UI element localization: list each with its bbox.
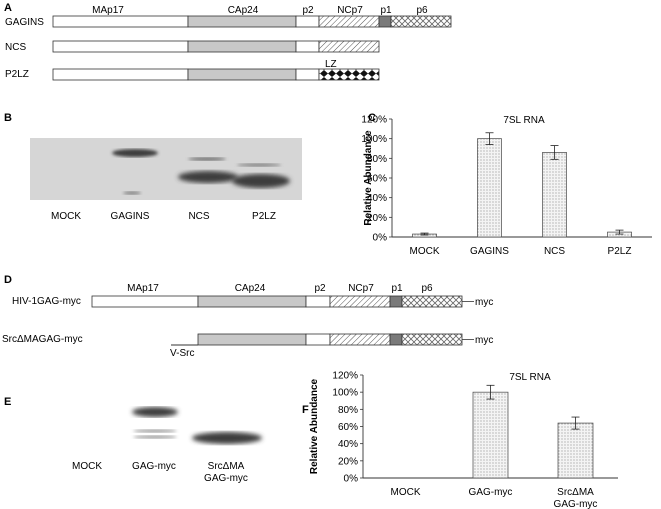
panel-a: A MAp17 CAp24 p2 NCp7 p1 p6 GAGINS NCS L… — [4, 2, 452, 81]
chart-f-bar — [472, 391, 509, 479]
panel-f: F 7SL RNA Relative Abundance 0% 20% 40% 60% 80… — [302, 371, 618, 509]
chart-f-xtick-label: MOCK — [391, 487, 421, 498]
chart-c-xtick-label: MOCK — [410, 246, 440, 257]
panel-d: D MAp17 CAp24 p2 NCp7 p1 p6 HIV-1GAG-myc… — [2, 274, 493, 359]
gel-lane-label-p2lz: P2LZ — [252, 211, 276, 222]
panel-e-letter: E — [4, 396, 11, 408]
gel-band-gagins-minor — [123, 191, 141, 195]
panel-c-letter: C — [368, 112, 376, 124]
domain-label-cap24: CAp24 — [228, 5, 259, 16]
chart-f-title: 7SL RNA — [509, 372, 551, 383]
construct-bar-gagins — [52, 15, 452, 28]
chart-c-ytick-label: 20% — [367, 213, 387, 224]
chart-f-ytick-label: 40% — [338, 439, 358, 450]
gel-lane-label-srcdma-e: SrcΔMA — [208, 461, 245, 472]
gel-band-p2lz-upper — [237, 163, 281, 167]
domain-label-p1-d: p1 — [391, 283, 403, 294]
domain-label-map17-d: MAp17 — [127, 283, 159, 294]
chart-f-bar — [557, 422, 594, 479]
chart-f-ylabel: Relative Abundance — [309, 378, 320, 474]
gel-lane-label-mock-e: MOCK — [72, 461, 102, 472]
gel-lane-label-gagins: GAGINS — [111, 211, 150, 222]
chart-f-ytick-label: 20% — [338, 456, 358, 467]
construct-label-hiv1gag-myc: HIV-1GAG-myc — [12, 296, 81, 307]
construct-bar-ncs — [52, 40, 380, 53]
gel-band-gag-myc-minor-1 — [133, 429, 177, 433]
chart-c-ytick-label: 60% — [367, 174, 387, 185]
gel-band-srcdma — [192, 432, 262, 444]
gel-b — [30, 138, 302, 200]
chart-c-ylabel: Relative Abundance — [363, 130, 374, 226]
gel-band-p2lz — [232, 174, 290, 188]
construct-label-p2lz: P2LZ — [5, 69, 29, 80]
lz-label: LZ — [325, 59, 337, 70]
chart-c-ytick-label: 120% — [361, 115, 387, 126]
myc-tag-label-2: myc — [475, 335, 493, 346]
domain-label-p6: p6 — [416, 5, 428, 16]
chart-f: 7SL RNA Relative Abundance 0% 20% 40% 60% 80% 1… — [309, 371, 618, 509]
chart-f-xtick-label: GAG-myc — [469, 487, 513, 498]
gel-lane-label-ncs: NCS — [188, 211, 209, 222]
gel-lane-label-gag-myc-e: GAG-myc — [132, 461, 176, 472]
chart-c-bar — [477, 138, 502, 238]
gel-band-ncs — [178, 171, 238, 183]
gel-band-gag-myc — [132, 407, 178, 417]
gel-lane-label-mock: MOCK — [51, 211, 81, 222]
panel-f-letter: F — [302, 404, 309, 416]
domain-label-ncp7: NCp7 — [337, 5, 363, 16]
construct-label-gagins: GAGINS — [5, 17, 44, 28]
chart-c-bar — [542, 152, 567, 238]
domain-label-p6-d: p6 — [421, 283, 433, 294]
domain-label-p2: p2 — [302, 5, 314, 16]
gel-lane-label-srcdma-gag-myc-e: GAG-myc — [204, 473, 248, 484]
myc-tag-label-1: myc — [475, 297, 493, 308]
chart-f-ytick-label: 0% — [344, 474, 359, 485]
panel-d-letter: D — [4, 274, 12, 286]
construct-label-ncs: NCS — [5, 42, 26, 53]
chart-c: 7SL RNA Relative Abundance 0% 20% 40% 60% 80% 1… — [361, 115, 652, 257]
chart-c-ytick-label: 100% — [361, 134, 387, 145]
chart-f-ytick-label: 120% — [332, 371, 358, 382]
vsrc-label: V-Src — [170, 348, 194, 359]
chart-c-ytick-label: 80% — [367, 154, 387, 165]
construct-bar-hiv1gag-myc — [91, 295, 474, 308]
chart-c-xtick-label: GAGINS — [470, 246, 509, 257]
gel-band-ncs-upper — [188, 157, 226, 161]
panel-b-letter: B — [4, 112, 12, 124]
construct-bar-p2lz — [52, 68, 380, 81]
chart-c-ytick-label: 40% — [367, 193, 387, 204]
chart-f-ytick-label: 60% — [338, 422, 358, 433]
chart-f-xtick-label: GAG-myc — [554, 499, 598, 509]
domain-label-p2-d: p2 — [314, 283, 326, 294]
chart-c-xtick-label: P2LZ — [608, 246, 632, 257]
chart-f-xtick-label: SrcΔMA — [557, 487, 594, 498]
chart-f-ytick-label: 100% — [332, 388, 358, 399]
chart-c-title: 7SL RNA — [503, 115, 545, 126]
panel-b: B MOCK GAGINS NCS P2LZ — [4, 112, 302, 222]
domain-label-ncp7-d: NCp7 — [348, 283, 374, 294]
chart-c-ytick-label: 0% — [373, 233, 388, 244]
construct-label-srcdmagag-myc: SrcΔMAGAG-myc — [2, 334, 83, 345]
panel-c: C 7SL RNA Relative Abundance 0% 20% 40% 60% 80… — [361, 112, 652, 257]
gel-band-gagins — [112, 149, 158, 157]
panel-e: E MOCK GAG-myc SrcΔMA GAG-myc — [4, 396, 262, 484]
domain-label-map17: MAp17 — [92, 5, 124, 16]
panel-a-letter: A — [4, 2, 12, 14]
chart-c-xtick-label: NCS — [544, 246, 565, 257]
chart-f-ytick-label: 80% — [338, 405, 358, 416]
construct-bar-srcdmagag-myc — [171, 333, 474, 346]
domain-label-cap24-d: CAp24 — [235, 283, 266, 294]
domain-label-p1: p1 — [380, 5, 392, 16]
gel-band-gag-myc-minor-2 — [133, 435, 177, 439]
